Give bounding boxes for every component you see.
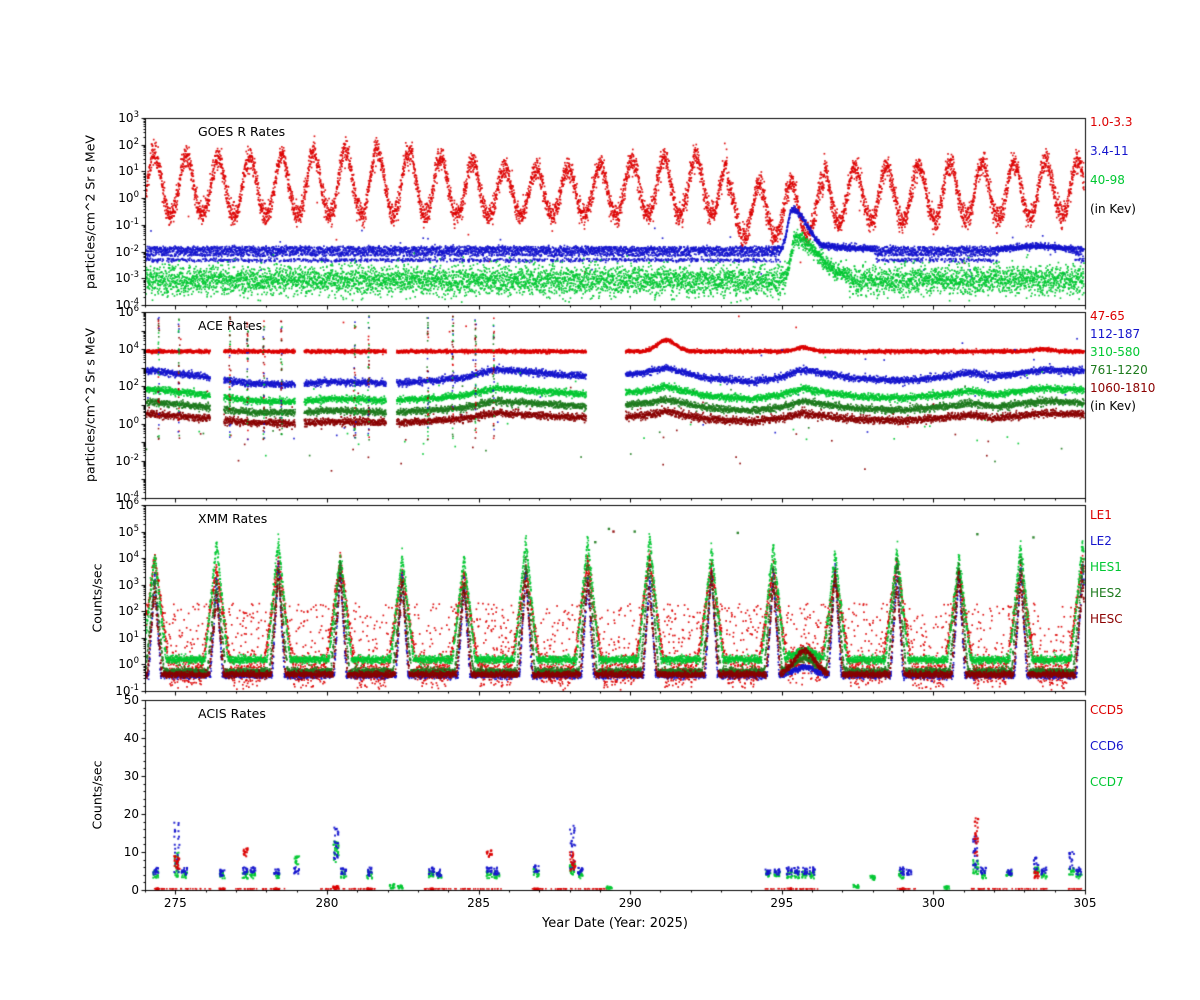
- y-tick-label: 104: [118, 550, 139, 566]
- x-tick-label: 300: [921, 896, 945, 910]
- y-tick-label: 103: [118, 576, 139, 592]
- y-tick-label: 30: [123, 769, 139, 783]
- y-tick-label: 10-1: [115, 683, 139, 698]
- y-tick-label: 102: [118, 136, 139, 152]
- x-tick-label: 285: [467, 896, 490, 910]
- y-tick-label: 101: [118, 629, 139, 645]
- y-tick-label: 10-4: [115, 297, 139, 312]
- legend-item-hes1: HES1: [1090, 560, 1122, 574]
- y-tick-label: 105: [118, 523, 139, 539]
- legend-item-le1: LE1: [1090, 508, 1112, 522]
- x-tick-label: 305: [1073, 896, 1097, 910]
- y-tick-label: 10-4: [115, 490, 139, 505]
- x-axis-label: Year Date (Year: 2025): [542, 916, 688, 931]
- legend-item-310-580: 310-580: [1090, 345, 1141, 359]
- legend-item--in-kev-: (in Kev): [1090, 399, 1136, 413]
- y-tick-label: 40: [123, 731, 139, 745]
- legend-item-761-1220: 761-1220: [1090, 363, 1148, 377]
- panel-title-goes-r-rates: GOES R Rates: [198, 124, 286, 139]
- y-tick-label: 10-2: [115, 243, 139, 259]
- legend-item-hes2: HES2: [1090, 586, 1122, 600]
- y-tick-label: 100: [118, 190, 139, 206]
- y-tick-label: 106: [118, 497, 139, 512]
- legend-item-ccd7: CCD7: [1090, 775, 1124, 789]
- y-axis-label: particles/cm^2 Sr s MeV: [82, 134, 98, 289]
- y-tick-label: 10-3: [115, 270, 139, 286]
- y-tick-label: 104: [118, 341, 139, 357]
- y-tick-label: 0: [131, 883, 139, 897]
- legend-item--in-kev-: (in Kev): [1090, 202, 1136, 216]
- y-tick-label: 50: [123, 693, 139, 707]
- legend-item-le2: LE2: [1090, 534, 1112, 548]
- panel-title-ace-rates: ACE Rates: [198, 318, 263, 333]
- y-tick-label: 102: [118, 603, 139, 619]
- x-tick-label: 280: [315, 896, 339, 910]
- legend-item-1060-1810: 1060-1810: [1090, 381, 1156, 395]
- y-tick-label: 10-2: [115, 452, 139, 468]
- y-axis-label: Counts/sec: [89, 563, 105, 633]
- legend-item-ccd6: CCD6: [1090, 739, 1124, 753]
- legend-item-112-187: 112-187: [1090, 327, 1141, 341]
- y-tick-label: 10-1: [115, 216, 139, 232]
- x-tick-label: 275: [163, 896, 187, 910]
- y-tick-label: 10: [123, 845, 139, 859]
- x-tick-label: 290: [618, 896, 642, 910]
- y-tick-label: 20: [123, 807, 139, 821]
- y-tick-label: 101: [118, 163, 139, 179]
- legend-item-47-65: 47-65: [1090, 309, 1125, 323]
- legend-item-ccd5: CCD5: [1090, 703, 1124, 717]
- legend-item-40-98: 40-98: [1090, 173, 1125, 187]
- x-tick-label: 295: [770, 896, 794, 910]
- legend-item-3-4-11: 3.4-11: [1090, 144, 1129, 158]
- legend-item-hesc: HESC: [1090, 612, 1123, 626]
- panel-title-acis-rates: ACIS Rates: [198, 706, 266, 721]
- y-tick-label: 106: [118, 304, 139, 319]
- panel-title-xmm-rates: XMM Rates: [198, 511, 268, 526]
- legend-item-1-0-3-3: 1.0-3.3: [1090, 115, 1133, 129]
- y-tick-label: 100: [118, 415, 139, 431]
- y-tick-label: 100: [118, 656, 139, 672]
- y-tick-label: 103: [118, 110, 139, 125]
- y-tick-label: 102: [118, 378, 139, 394]
